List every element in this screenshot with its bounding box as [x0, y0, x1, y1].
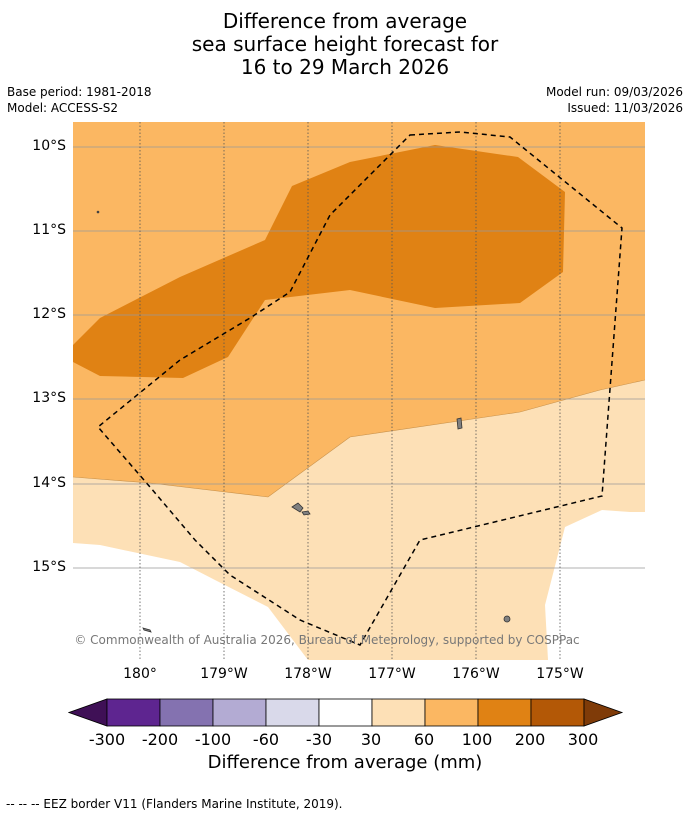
- lon-label: 177°W: [368, 666, 416, 682]
- meridians: [139, 122, 561, 660]
- colorbar-tick-label: -30: [305, 730, 333, 749]
- contour-30-60: [73, 380, 645, 660]
- colorbar-tick-label: 200: [514, 730, 546, 749]
- lon-label: 178°W: [284, 666, 332, 682]
- island: [291, 502, 304, 513]
- lat-label: 10°S: [32, 138, 66, 154]
- eez-border: [96, 131, 623, 646]
- colorbar-segment: [477, 698, 532, 727]
- colorbar-extend-low: [68, 698, 108, 727]
- colorbar-segment: [318, 698, 373, 727]
- gridlines: [73, 146, 645, 569]
- lon-label: 179°W: [200, 666, 248, 682]
- lon-label: 175°W: [536, 666, 584, 682]
- colorbar-segment: [371, 698, 426, 727]
- colorbar-segment: [265, 698, 320, 727]
- colorbar: [68, 698, 624, 727]
- lat-label: 15°S: [32, 559, 66, 575]
- colorbar-tick-label: 30: [360, 730, 382, 749]
- title-line-2: sea surface height forecast for: [191, 32, 499, 56]
- colorbar-tick-label: -200: [141, 730, 179, 749]
- colorbar-tick-label: -60: [252, 730, 280, 749]
- model-name: Model: ACCESS-S2: [7, 101, 119, 115]
- lat-label: 12°S: [32, 306, 66, 322]
- colorbar-segment: [530, 698, 585, 727]
- map-panel: [73, 122, 645, 660]
- model-run: Model run: 09/03/2026: [545, 85, 683, 99]
- island: [142, 627, 152, 633]
- colorbar-tick-label: 100: [461, 730, 493, 749]
- lat-label: 11°S: [32, 222, 66, 238]
- lon-label: 176°W: [452, 666, 500, 682]
- colorbar-extend-high: [583, 698, 624, 727]
- title-line-1: Difference from average: [222, 9, 468, 33]
- colorbar-segment: [212, 698, 267, 727]
- colorbar-tick-label: -300: [88, 730, 126, 749]
- colorbar-title: Difference from average (mm): [207, 752, 483, 773]
- lat-label: 13°S: [32, 390, 66, 406]
- title-line-3: 16 to 29 March 2026: [240, 55, 450, 79]
- copyright-notice: © Commonwealth of Australia 2026, Bureau…: [74, 633, 580, 647]
- island: [456, 417, 463, 430]
- colorbar-segment: [159, 698, 214, 727]
- contour-100-200: [73, 145, 565, 378]
- colorbar-segment: [424, 698, 479, 727]
- lat-label: 14°S: [32, 475, 66, 491]
- colorbar-segment: [106, 698, 161, 727]
- islands: [96, 210, 511, 633]
- eez-legend-note: -- -- -- EEZ border V11 (Flanders Marine…: [6, 797, 343, 811]
- colorbar-tick-label: 60: [413, 730, 435, 749]
- lon-label: 180°: [123, 666, 157, 682]
- island: [301, 510, 311, 516]
- issued-date: Issued: 11/03/2026: [567, 101, 683, 115]
- island: [503, 615, 511, 623]
- base-period: Base period: 1981-2018: [7, 85, 152, 99]
- colorbar-tick-label: -100: [194, 730, 232, 749]
- colorbar-tick-label: 300: [567, 730, 599, 749]
- island: [96, 210, 100, 214]
